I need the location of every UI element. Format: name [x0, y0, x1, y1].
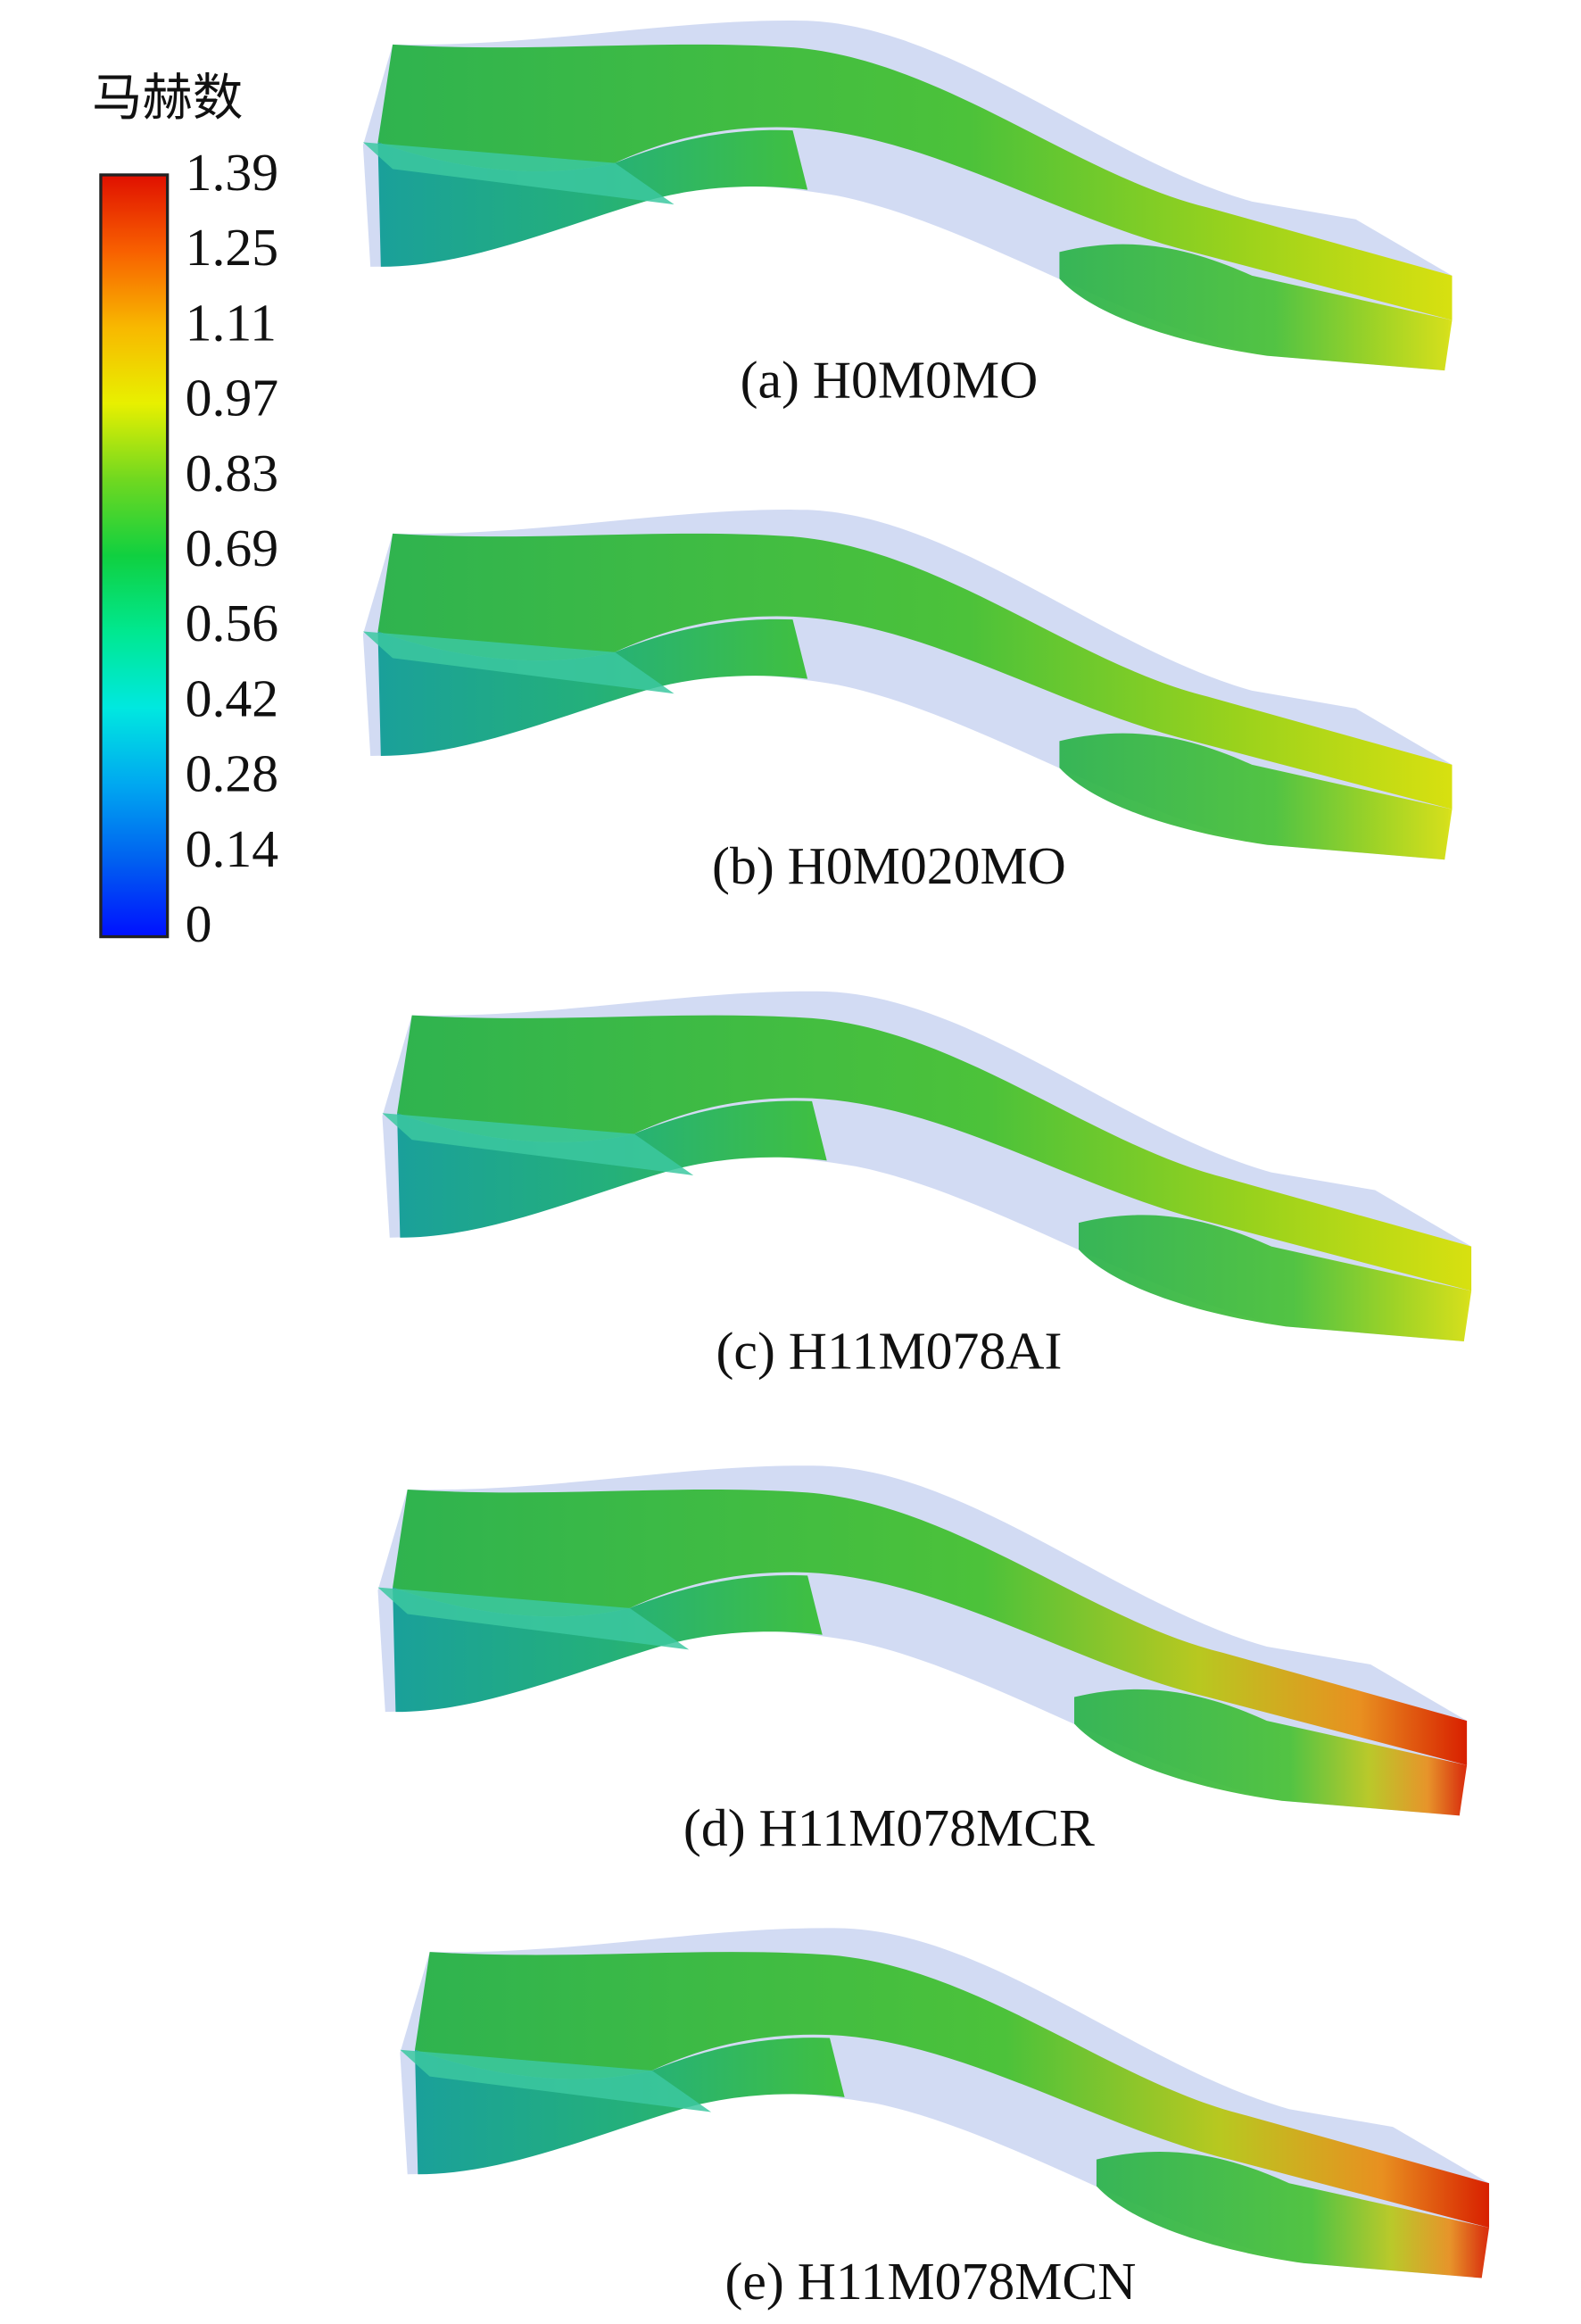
duct-render	[362, 21, 1453, 371]
legend-title: 马赫数	[92, 70, 243, 128]
panel-caption: (b) H0M020MO	[712, 836, 1066, 895]
captions: (a) H0M0MO (b) H0M020MO (c) H11M078AI (d) H…	[683, 351, 1136, 2312]
colorbar-tick-label: 1.25	[186, 218, 279, 277]
duct-render	[400, 1928, 1490, 2278]
colorbar-tick-label: 0.56	[186, 593, 279, 652]
panel-caption: (e) H11M078MCN	[724, 2252, 1136, 2311]
colorbar-tick-label: 0.42	[186, 668, 279, 727]
duct-render	[362, 510, 1453, 860]
colorbar-tick-label: 1.39	[186, 143, 279, 202]
colorbar-tick-label: 0.83	[186, 444, 279, 502]
colorbar-tick-label: 0	[186, 894, 212, 953]
colorbar-tick-label: 0.28	[186, 744, 279, 803]
colorbar-ticks: 1.39 1.25 1.11 0.97 0.83 0.69 0.56 0.42 0.28 0.14…	[186, 143, 279, 953]
panel-caption: (d) H11M078MCR	[683, 1798, 1095, 1857]
panel-caption: (c) H11M078AI	[716, 1321, 1063, 1380]
colorbar-tick-label: 0.69	[186, 519, 279, 577]
colorbar-tick-label: 1.11	[186, 293, 277, 352]
duct-render	[377, 1465, 1468, 1816]
colorbar-tick-label: 0.97	[186, 369, 279, 427]
panel-caption: (a) H0M0MO	[741, 351, 1039, 410]
colorbar	[99, 173, 170, 939]
colorbar-tick-label: 0.14	[186, 819, 279, 878]
duct-render	[382, 991, 1472, 1341]
